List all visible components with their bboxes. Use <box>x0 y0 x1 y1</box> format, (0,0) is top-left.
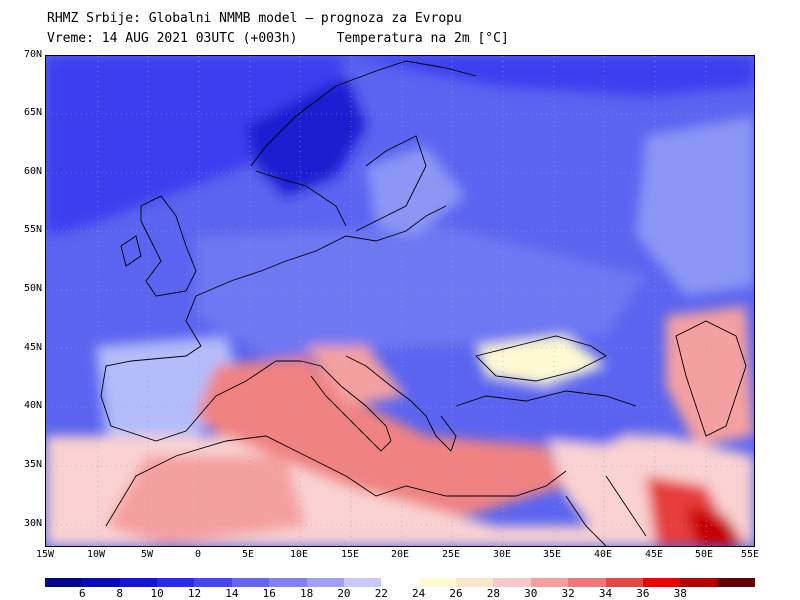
lon-label: 55E <box>740 549 760 560</box>
lon-label: 15E <box>340 549 360 560</box>
colorbar-segment <box>343 578 382 587</box>
colorbar-tick-label: 26 <box>449 587 463 600</box>
coast-black-sea <box>475 335 607 382</box>
east-pale <box>636 116 754 296</box>
colorbar-segment <box>456 578 494 587</box>
lon-label: 20E <box>390 549 410 560</box>
lon-label: 50E <box>694 549 714 560</box>
coast-britain <box>120 195 197 297</box>
colorbar-segment <box>680 578 719 587</box>
colorbar-tick-label: 24 <box>412 587 426 600</box>
colorbar-segment <box>269 578 308 587</box>
variable-name: Temperatura na 2m [°C] <box>336 31 509 46</box>
coast-red-sea <box>565 475 647 546</box>
persian-gulf-hot <box>686 506 746 546</box>
lon-label: 15W <box>35 549 55 560</box>
lon-label: 30E <box>492 549 512 560</box>
colorbar-tick-label: 30 <box>524 587 538 600</box>
colorbar-tick-label: 22 <box>374 587 388 600</box>
map-canvas <box>46 56 754 546</box>
central-europe-mild <box>196 226 646 356</box>
coast-balkans <box>345 355 457 452</box>
graticule <box>46 56 754 546</box>
valid-time: Vreme: 14 AUG 2021 03UTC (+003h) <box>47 31 298 46</box>
colorbar <box>45 578 756 587</box>
colorbar-segment <box>82 578 121 587</box>
colorbar-tick-label: 28 <box>486 587 501 600</box>
colorbar-tick-label: 16 <box>262 587 276 600</box>
colorbar-tick-label: 32 <box>561 587 575 600</box>
colorbar-segment <box>717 578 756 587</box>
lat-label: 30N <box>23 518 42 529</box>
colorbar-tick-label: 10 <box>150 587 164 600</box>
lon-label: 5E <box>241 549 255 560</box>
colorbar-tick-label: 18 <box>299 587 314 600</box>
coast-western-europe <box>100 205 447 442</box>
colorbar-segment <box>605 578 644 587</box>
black-sea-pale <box>476 336 606 386</box>
chart-title: RHMZ Srbije: Globalni NMMB model — progn… <box>47 11 462 26</box>
lon-label: 25E <box>441 549 461 560</box>
lat-label: 50N <box>23 283 42 294</box>
sahara-warm <box>106 456 306 546</box>
colorbar-segment <box>194 578 233 587</box>
valid-time-line: Vreme: 14 AUG 2021 03UTC (+003h) Tempera… <box>47 30 509 47</box>
colorbar-segment <box>493 578 532 587</box>
lon-label: 45E <box>644 549 664 560</box>
lat-label: 65N <box>23 107 42 118</box>
colorbar-tick-label: 6 <box>79 587 86 600</box>
lat-label: 55N <box>23 224 42 235</box>
colorbar-tick-label: 20 <box>337 587 351 600</box>
colorbar-segment <box>231 578 270 587</box>
colorbar-segment <box>157 578 195 587</box>
colorbar-segment <box>642 578 681 587</box>
colorbar-segment <box>568 578 607 587</box>
colorbar-tick-label: 12 <box>187 587 202 600</box>
lon-label: 10W <box>86 549 106 560</box>
lon-label: 40E <box>593 549 613 560</box>
coast-italy <box>300 360 392 452</box>
caspian-warm <box>666 306 754 446</box>
lat-label: 60N <box>23 166 42 177</box>
lon-label: 5W <box>140 549 154 560</box>
colorbar-segment <box>306 578 345 587</box>
lat-label: 70N <box>23 49 42 60</box>
lat-label: 40N <box>23 400 42 411</box>
lat-label: 35N <box>23 459 42 470</box>
coast-north-africa <box>105 435 567 527</box>
north-edge-cold <box>346 56 754 96</box>
colorbar-segment <box>45 578 83 587</box>
tyrrhenian-warm <box>306 346 406 406</box>
colorbar-segment <box>418 578 457 587</box>
lon-label: 35E <box>542 549 562 560</box>
colorbar-tick-label: 38 <box>673 587 687 600</box>
colorbar-tick-label: 8 <box>116 587 124 600</box>
coastlines <box>100 60 747 546</box>
coast-anatolia <box>455 390 637 407</box>
colorbar-tick-label: 34 <box>598 587 613 600</box>
colorbar-tick-label: 14 <box>225 587 239 600</box>
colorbar-segment <box>381 578 420 587</box>
temperature-map <box>45 55 755 547</box>
lon-label: 10E <box>289 549 309 560</box>
norway-cold <box>246 76 366 196</box>
north-atlantic-cold <box>46 56 346 236</box>
coast-caspian <box>675 320 747 437</box>
lat-label: 45N <box>23 342 42 353</box>
coast-scandinavia <box>250 60 477 232</box>
colorbar-segment <box>119 578 158 587</box>
colorbar-segment <box>530 578 569 587</box>
lon-label: 0 <box>194 549 202 560</box>
colorbar-tick-label: 36 <box>636 587 650 600</box>
